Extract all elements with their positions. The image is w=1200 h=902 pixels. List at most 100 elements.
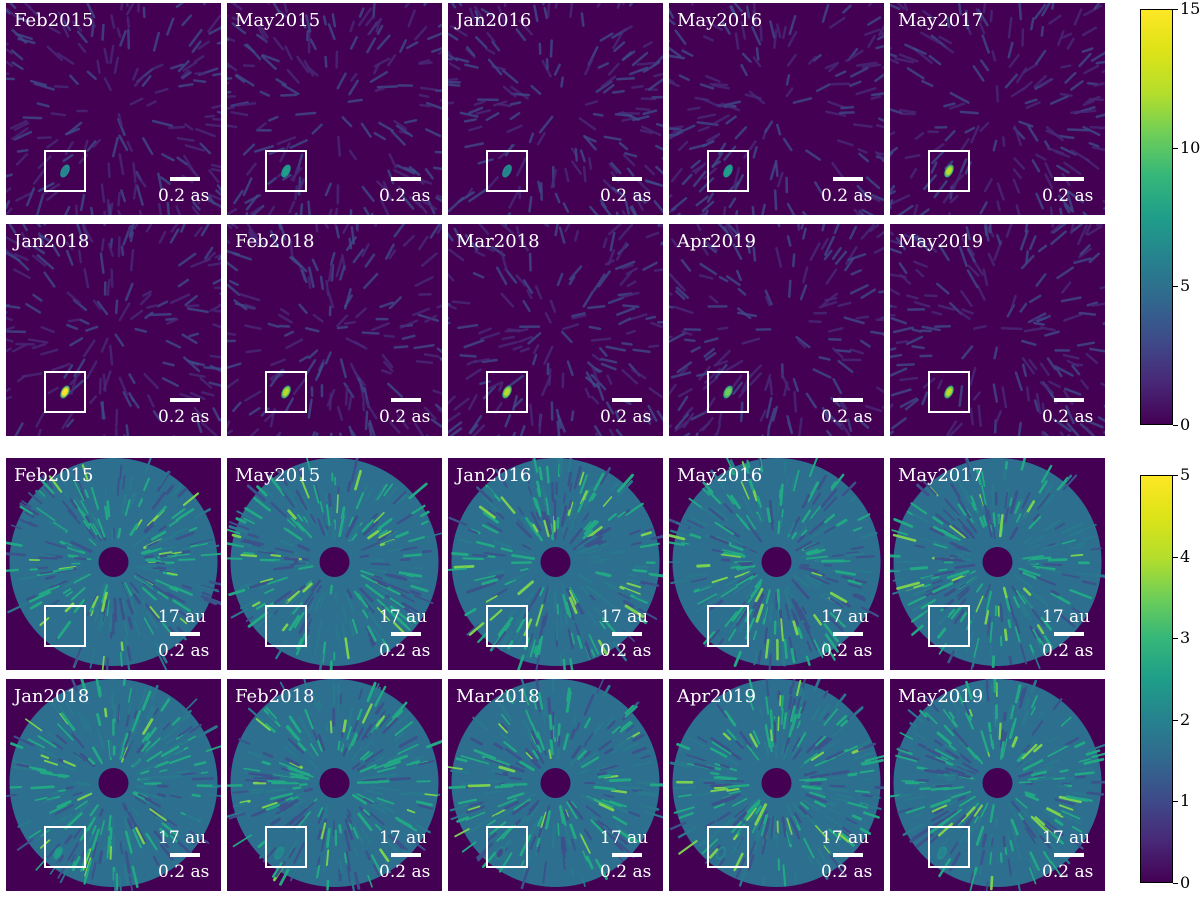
- speckle-streak: [1020, 458, 1027, 471]
- speckle-streak: [613, 41, 626, 53]
- speckle-streak: [1027, 125, 1039, 142]
- speckle-streak: [363, 272, 379, 290]
- speckle-streak: [230, 111, 249, 117]
- speckle-streak: [756, 496, 762, 508]
- speckle-streak: [344, 288, 352, 310]
- speckle-texture: [227, 458, 442, 670]
- speckle-streak: [156, 816, 164, 823]
- speckle-streak: [604, 747, 615, 755]
- speckle-streak: [509, 101, 522, 106]
- speckle-streak: [246, 162, 257, 176]
- speckle-streak: [630, 205, 638, 215]
- speckle-streak: [527, 332, 542, 345]
- speckle-streak: [489, 609, 503, 621]
- speckle-streak: [515, 761, 526, 768]
- speckle-streak: [436, 347, 442, 354]
- au-scale-label: 17 au: [1042, 607, 1091, 627]
- speckle-streak: [669, 292, 673, 296]
- speckle-streak: [154, 760, 170, 769]
- speckle-streak: [1013, 838, 1022, 859]
- speckle-streak: [230, 607, 249, 619]
- speckle-streak: [752, 730, 761, 745]
- speckle-streak: [1004, 507, 1009, 524]
- speckle-streak: [1010, 87, 1026, 98]
- speckle-streak: [597, 639, 608, 656]
- speckle-streak: [366, 37, 377, 54]
- speckle-streak: [524, 793, 537, 801]
- speckle-streak: [279, 307, 290, 316]
- speckle-streak: [735, 857, 746, 879]
- speckle-streak: [933, 180, 948, 199]
- speckle-streak: [1021, 491, 1031, 510]
- speckle-streak: [765, 589, 771, 605]
- speckle-streak: [509, 765, 525, 773]
- speckle-streak: [6, 47, 13, 55]
- speckle-streak: [59, 362, 71, 369]
- speckle-streak: [392, 621, 406, 635]
- speckle-streak: [417, 313, 440, 322]
- speckle-streak: [749, 733, 758, 748]
- speckle-streak: [931, 579, 943, 585]
- speckle-streak: [528, 252, 532, 272]
- speckle-streak: [501, 713, 511, 726]
- speckle-streak: [670, 371, 692, 379]
- colorbar-tick-label: 5: [1180, 465, 1191, 484]
- speckle-streak: [612, 736, 634, 750]
- speckle-streak: [735, 736, 745, 747]
- speckle-streak: [348, 516, 355, 527]
- speckle-streak: [289, 790, 309, 799]
- speckle-streak: [583, 57, 594, 76]
- speckle-streak: [216, 184, 221, 193]
- speckle-streak: [481, 524, 499, 534]
- speckle-streak: [684, 338, 696, 343]
- speckle-streak: [804, 777, 828, 783]
- speckle-streak: [114, 299, 119, 315]
- speckle-streak: [890, 313, 896, 317]
- speckle-streak: [575, 593, 582, 601]
- speckle-streak: [109, 826, 113, 841]
- speckle-streak: [642, 41, 653, 48]
- speckle-streak: [733, 805, 750, 819]
- speckle-streak: [47, 386, 59, 395]
- speckle-streak: [158, 525, 167, 532]
- speckle-streak: [479, 331, 501, 341]
- speckle-streak: [726, 787, 740, 792]
- speckle-streak: [369, 70, 389, 83]
- speckle-streak: [948, 711, 955, 720]
- speckle-streak: [751, 205, 755, 215]
- speckle-streak: [378, 529, 388, 537]
- speckle-streak: [391, 603, 400, 611]
- source-inset-box: [928, 826, 970, 868]
- speckle-streak: [34, 796, 48, 802]
- speckle-streak: [6, 304, 21, 309]
- speckle-streak: [896, 581, 920, 590]
- speckle-streak: [696, 372, 709, 377]
- speckle-streak: [518, 335, 534, 343]
- speckle-streak: [8, 3, 17, 9]
- speckle-streak: [279, 142, 291, 163]
- speckle-streak: [841, 575, 854, 581]
- speckle-streak: [798, 417, 803, 436]
- speckle-streak: [117, 118, 126, 137]
- speckle-streak: [718, 585, 739, 599]
- speckle-streak: [769, 20, 776, 39]
- speckle-streak: [925, 695, 940, 713]
- speckle-streak: [1069, 224, 1075, 235]
- speckle-streak: [479, 380, 491, 386]
- speckle-streak: [62, 760, 76, 767]
- speckle-streak: [69, 74, 79, 85]
- speckle-streak: [145, 224, 153, 233]
- speckle-streak: [356, 793, 375, 803]
- speckle-streak: [1044, 820, 1065, 837]
- speckle-streak: [681, 330, 693, 336]
- speckle-streak: [1043, 635, 1053, 648]
- speckle-streak: [189, 391, 206, 401]
- speckle-streak: [1007, 41, 1014, 59]
- speckle-streak: [682, 432, 691, 436]
- speckle-streak: [298, 303, 308, 315]
- speckle-streak: [169, 293, 191, 305]
- speckle-streak: [451, 551, 469, 557]
- speckle-streak: [77, 710, 88, 731]
- speckle-streak: [535, 604, 544, 627]
- speckle-streak: [118, 134, 129, 152]
